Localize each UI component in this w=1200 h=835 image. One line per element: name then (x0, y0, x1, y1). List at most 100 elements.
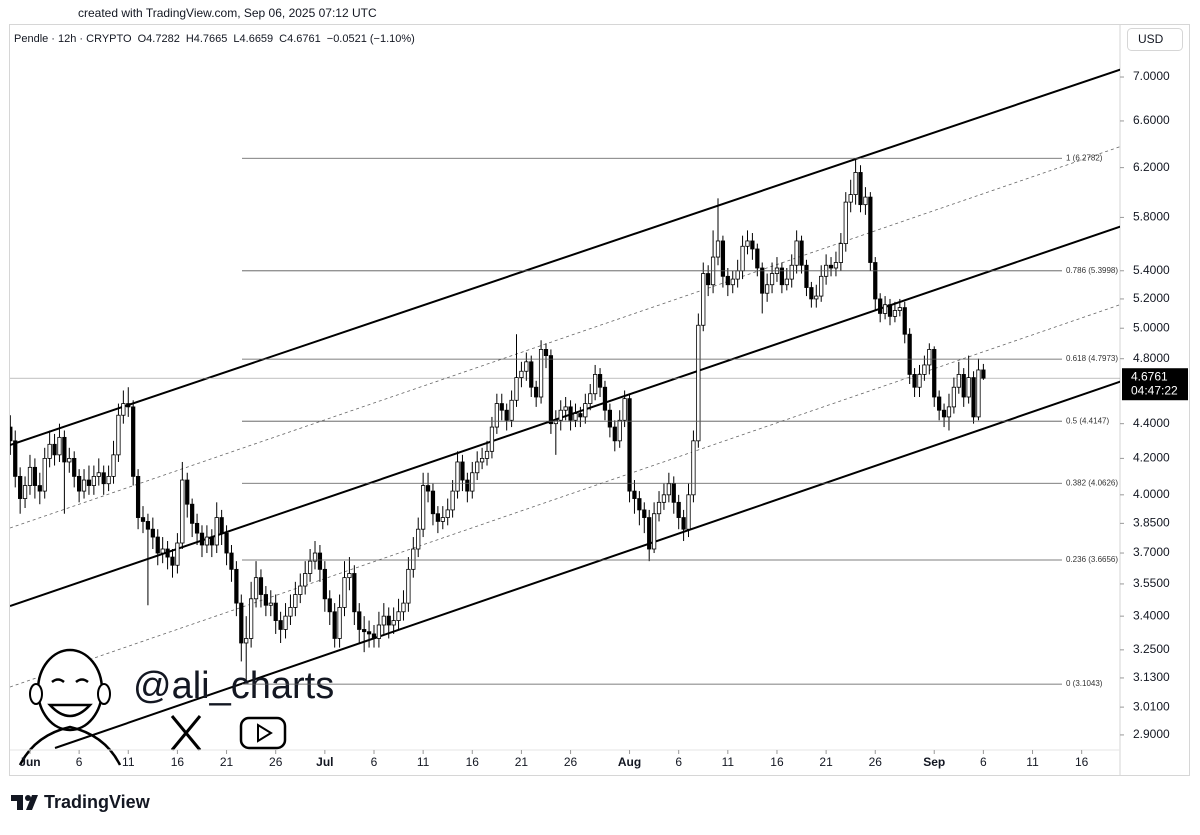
candle-body (140, 517, 146, 522)
x-icon[interactable] (170, 715, 202, 751)
candle-body (278, 620, 283, 630)
y-tick-label: 3.7000 (1133, 545, 1170, 559)
candle-body (52, 443, 57, 456)
x-tick-label: Aug (618, 755, 641, 769)
candle-body (912, 374, 917, 388)
y-tick-label: 4.2000 (1133, 451, 1170, 465)
candle-body (332, 611, 337, 639)
candle-body (81, 479, 87, 492)
candle-body (858, 172, 863, 206)
candle-body (145, 521, 151, 530)
y-tick-label: 5.2000 (1133, 291, 1170, 305)
candle-body (224, 532, 229, 554)
candle-body (691, 440, 696, 496)
candle-body (185, 479, 190, 505)
candle-body (819, 275, 824, 297)
candle-body (258, 577, 264, 595)
candle-body (293, 594, 298, 608)
brand: TradingView (11, 792, 151, 812)
candle-body (475, 461, 480, 474)
x-tick-label: 16 (171, 755, 185, 769)
legend-close: C4.6761 (279, 33, 321, 45)
candle-body (941, 409, 947, 418)
candle-body (376, 624, 382, 639)
candle-body (730, 278, 735, 286)
candle-body (686, 494, 691, 530)
candle-body (799, 240, 804, 266)
candle-body (322, 568, 327, 600)
x-tick-label: 11 (1026, 755, 1039, 769)
currency[interactable]: USD (1138, 32, 1164, 46)
candle-body (22, 485, 28, 499)
channel-lower (54, 380, 1120, 749)
candle-body (288, 607, 293, 617)
currency-button[interactable] (1127, 28, 1183, 51)
y-tick-label: 3.4000 (1133, 608, 1170, 622)
candle-body (907, 333, 912, 375)
candle-body (868, 196, 873, 263)
candle-body (804, 264, 809, 288)
candle-body (190, 503, 195, 524)
candle-body (848, 194, 853, 203)
candle-body (371, 633, 377, 639)
candle-body (180, 479, 185, 544)
legend-high: H4.7665 (186, 33, 228, 45)
x-tick-label: 6 (675, 755, 682, 769)
candle-body (18, 475, 23, 499)
candle-body (922, 364, 927, 375)
candle-body (386, 615, 391, 626)
candle-body (435, 513, 440, 522)
candle-body (342, 577, 347, 608)
candle-body (391, 620, 396, 626)
candle-body (425, 485, 431, 492)
candle-body (106, 475, 111, 485)
candle-body (165, 548, 170, 558)
candle-body (327, 598, 332, 613)
candle-body (543, 349, 549, 356)
candle-body (548, 355, 554, 425)
x-tick-label: 26 (869, 755, 883, 769)
candle-body (96, 472, 101, 477)
candle-body (578, 413, 583, 418)
channel-middle (10, 225, 1120, 607)
candle-body (450, 490, 455, 511)
candle-body (966, 377, 971, 398)
y-tick-label: 3.2500 (1133, 642, 1170, 656)
candle-body (170, 556, 175, 566)
candle-body (381, 615, 386, 626)
candle-body (656, 501, 662, 515)
x-tick-label: 21 (220, 755, 234, 769)
candle-body (828, 264, 834, 269)
candle-body (647, 517, 652, 550)
candle-body (47, 443, 52, 459)
candle-body (563, 406, 568, 411)
candle-body (745, 240, 750, 247)
candle-body (553, 419, 558, 425)
candle-body (784, 278, 789, 286)
candle-body (725, 275, 730, 286)
candle-body (597, 374, 603, 388)
candle-body (529, 361, 534, 388)
candle-body (696, 324, 701, 442)
candle-body (833, 262, 839, 269)
x-tick-label: 11 (722, 755, 735, 769)
y-tick-label: 6.6000 (1133, 113, 1170, 127)
candle-body (981, 369, 986, 379)
candle-body (971, 377, 976, 418)
channel-dashed (10, 146, 1120, 529)
candle-body (86, 479, 92, 486)
symbol: Pendle · 12h · CRYPTO (14, 33, 132, 45)
x-tick-label: Jul (316, 755, 333, 769)
candle-body (622, 398, 627, 421)
brand-name: TradingView (44, 792, 151, 812)
candle-body (209, 536, 214, 546)
candle-body (499, 403, 504, 411)
candle-body (27, 466, 33, 486)
candle-body (111, 454, 116, 477)
x-tick-label: 11 (122, 755, 135, 769)
avatar-face (47, 678, 93, 718)
candle-body (588, 393, 593, 404)
candle-body (347, 573, 352, 579)
candle-body (421, 485, 426, 530)
